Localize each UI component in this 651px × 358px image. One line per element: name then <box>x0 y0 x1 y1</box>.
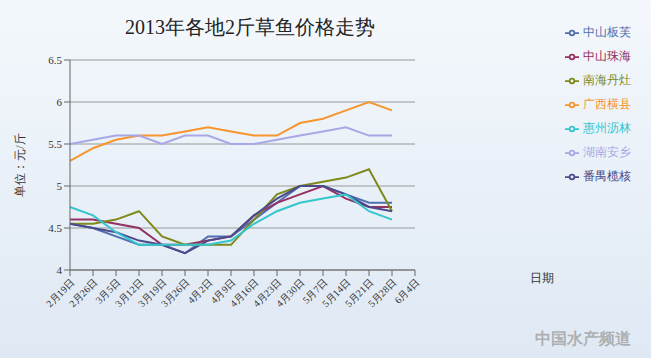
svg-text:5月28日: 5月28日 <box>366 277 399 310</box>
svg-text:3月12日: 3月12日 <box>112 276 146 310</box>
svg-text:3月19日: 3月19日 <box>135 276 169 310</box>
svg-text:2月26日: 2月26日 <box>67 277 100 310</box>
svg-text:3月26日: 3月26日 <box>159 277 192 310</box>
svg-text:4: 4 <box>57 264 63 276</box>
svg-text:5: 5 <box>57 180 63 192</box>
html-text:中山板芙: 中山板芙 <box>583 25 631 39</box>
html-text:湖南安乡: 湖南安乡 <box>583 145 631 159</box>
svg-text:6: 6 <box>57 96 63 108</box>
svg-text:5月21日: 5月21日 <box>342 276 376 310</box>
svg-text:4月23日: 4月23日 <box>250 276 284 310</box>
svg-text:4月16日: 4月16日 <box>227 276 261 310</box>
html-text:广西横县: 广西横县 <box>583 97 631 111</box>
svg-text:4月9日: 4月9日 <box>208 276 238 306</box>
html-text:日期: 日期 <box>530 271 554 285</box>
svg-text:单位：元/斤: 单位：元/斤 <box>13 133 27 196</box>
html-text:惠州沥林: 惠州沥林 <box>583 121 631 135</box>
html-text:番禺榄核: 番禺榄核 <box>583 169 631 183</box>
html-text:中国水产频道: 中国水产频道 <box>535 330 631 347</box>
svg-text:3月5日: 3月5日 <box>93 276 123 306</box>
svg-text:6月4日: 6月4日 <box>392 277 421 306</box>
svg-text:2月19日: 2月19日 <box>43 276 77 310</box>
svg-text:5月14日: 5月14日 <box>319 276 353 310</box>
html-text:中山珠海: 中山珠海 <box>583 49 631 63</box>
svg-text:5月7日: 5月7日 <box>300 276 330 306</box>
svg-text:4.5: 4.5 <box>48 222 62 234</box>
svg-text:4月2日: 4月2日 <box>185 277 214 306</box>
svg-text:6.5: 6.5 <box>48 54 62 66</box>
html-text:南海丹灶: 南海丹灶 <box>583 73 631 87</box>
svg-text:5.5: 5.5 <box>48 138 62 150</box>
svg-text:4月30日: 4月30日 <box>274 277 307 310</box>
html-text:2013年各地2斤草鱼价格走势: 2013年各地2斤草鱼价格走势 <box>125 16 375 38</box>
